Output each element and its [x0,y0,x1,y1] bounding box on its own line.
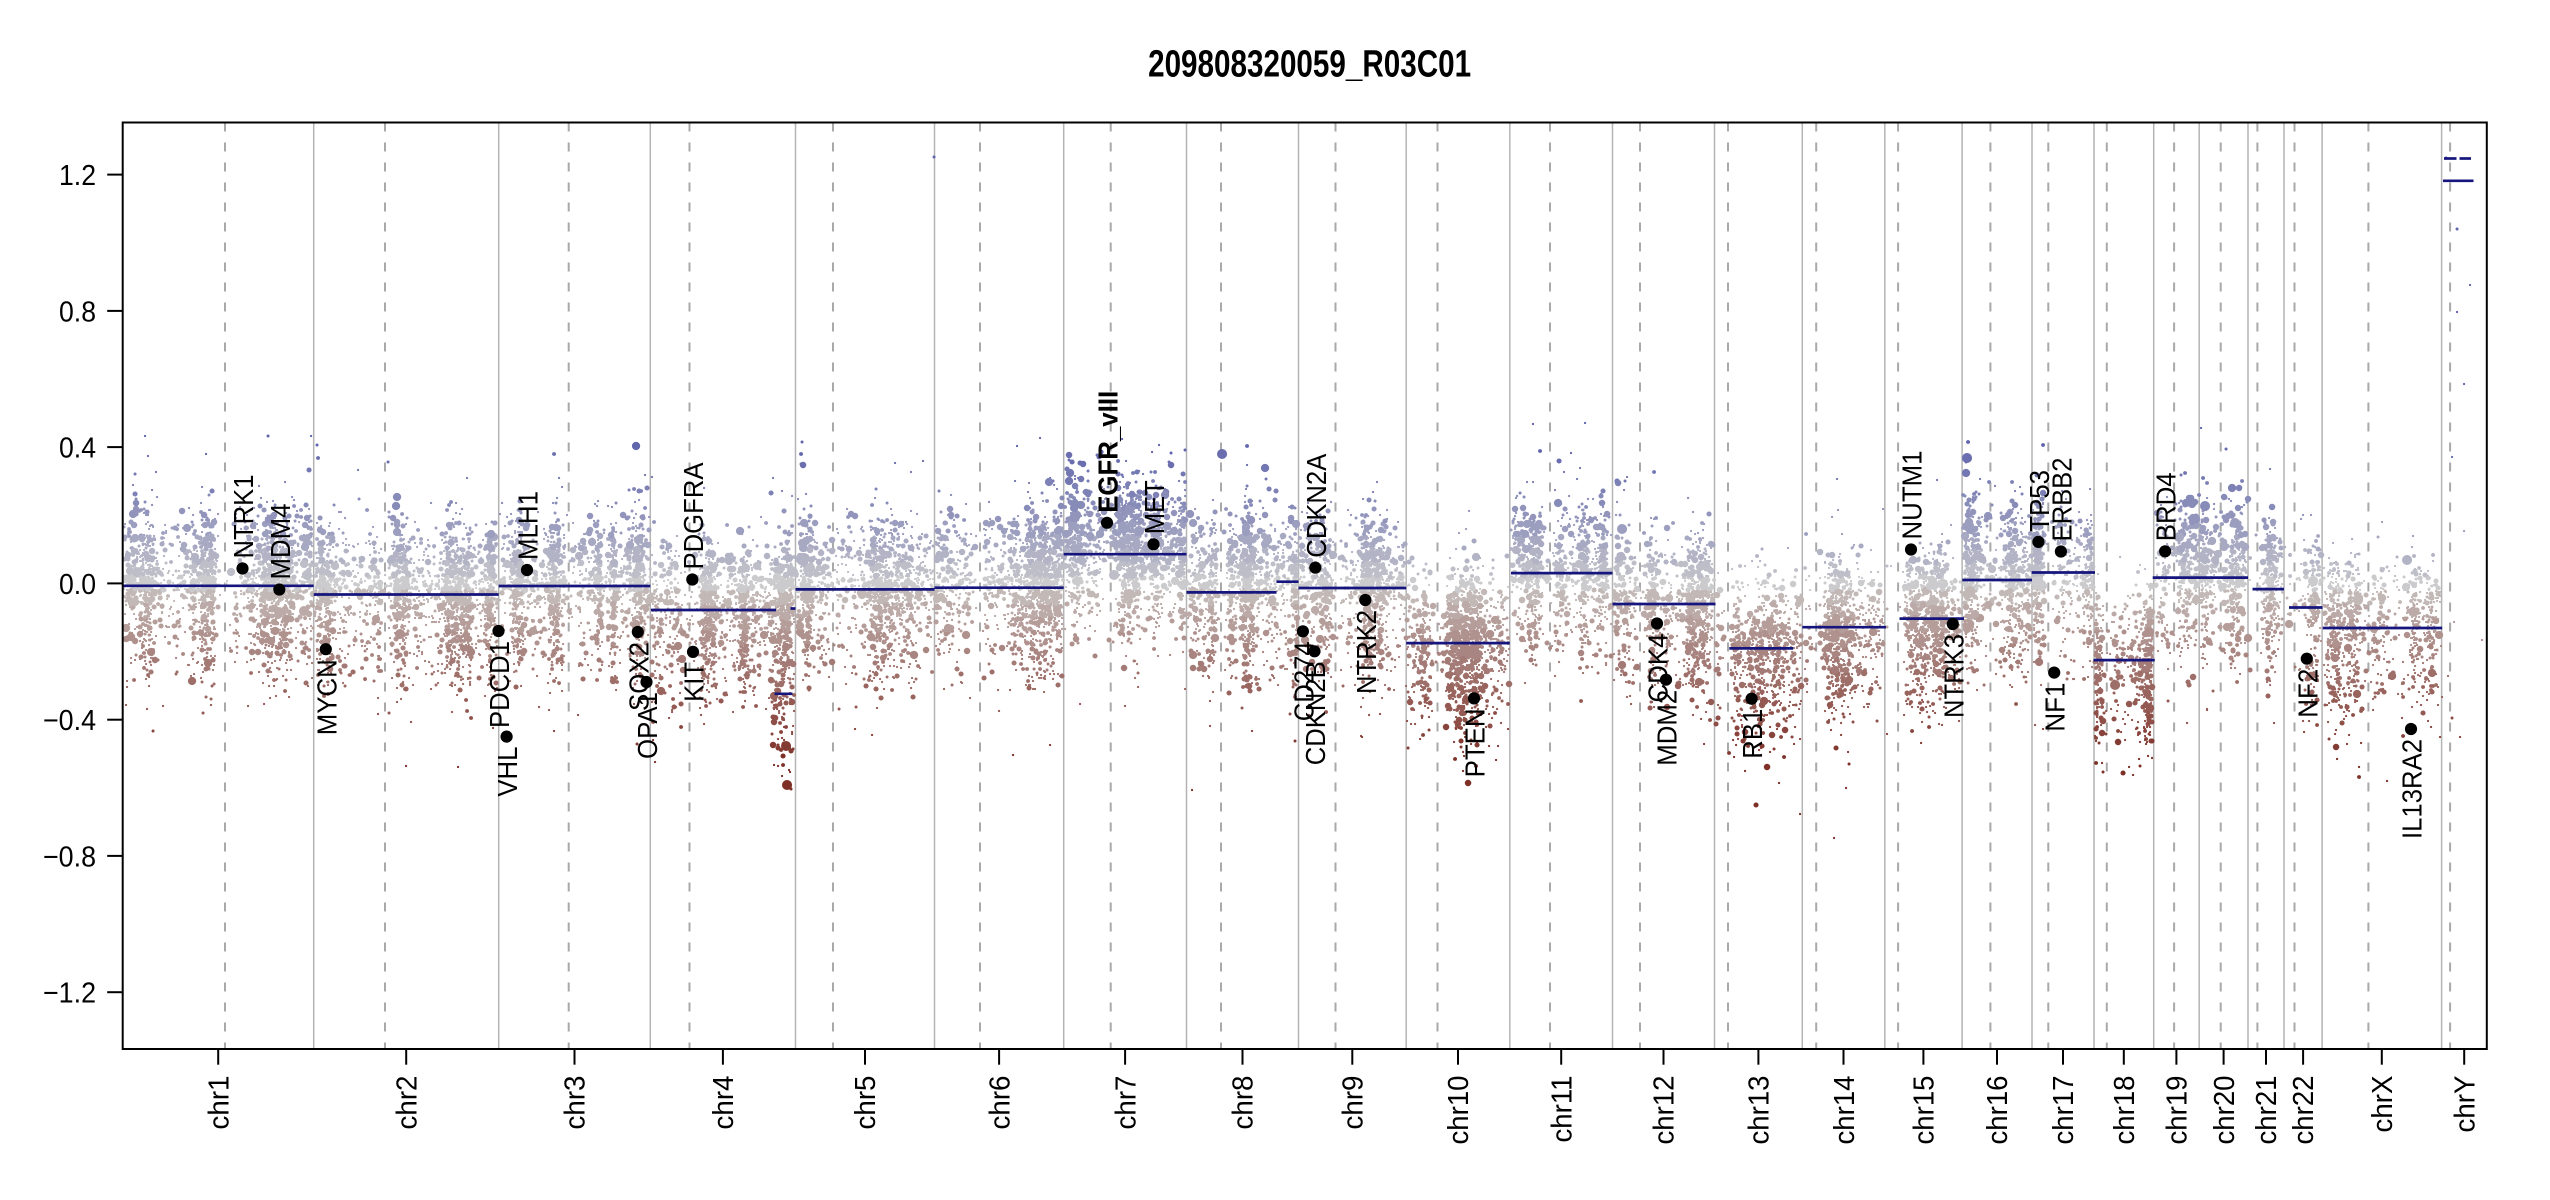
svg-text:CDK4: CDK4 [1643,634,1674,703]
svg-text:chr13: chr13 [1744,1076,1776,1145]
svg-text:1.2: 1.2 [59,160,96,192]
svg-text:chrX: chrX [2367,1076,2399,1133]
svg-text:chr17: chr17 [2048,1076,2080,1145]
svg-text:MDM2: MDM2 [1652,690,1683,766]
svg-text:chr4: chr4 [708,1076,740,1130]
svg-text:RB1: RB1 [1737,709,1768,759]
svg-text:EGFR_vIII: EGFR_vIII [1093,391,1124,513]
svg-text:SOX2: SOX2 [623,642,654,711]
svg-text:chr15: chr15 [1909,1076,1941,1145]
svg-text:MLH1: MLH1 [513,491,544,560]
svg-text:chr3: chr3 [560,1076,592,1130]
svg-text:chr14: chr14 [1829,1076,1861,1145]
svg-text:chr10: chr10 [1443,1076,1475,1145]
svg-text:chr6: chr6 [984,1076,1016,1130]
svg-text:PTEN: PTEN [1460,708,1491,777]
svg-text:0.4: 0.4 [59,433,96,465]
svg-text:0.8: 0.8 [59,296,96,328]
svg-text:−0.8: −0.8 [43,841,96,873]
svg-text:MYCN: MYCN [311,659,342,735]
svg-text:OPA1: OPA1 [632,692,663,759]
svg-text:chr20: chr20 [2209,1076,2241,1145]
svg-text:−1.2: −1.2 [43,978,96,1010]
svg-text:209808320059_R03C01: 209808320059_R03C01 [1148,44,1471,86]
svg-text:TP53: TP53 [2024,470,2055,532]
svg-text:NTRK1: NTRK1 [228,475,259,559]
svg-text:NTRK2: NTRK2 [1351,610,1382,694]
svg-text:CD274: CD274 [1288,641,1319,721]
svg-text:MET: MET [1139,480,1170,534]
svg-text:chr11: chr11 [1546,1076,1578,1143]
svg-text:NUTM1: NUTM1 [1897,451,1928,540]
svg-text:IL13RA2: IL13RA2 [2397,739,2428,839]
svg-text:chr5: chr5 [850,1076,882,1130]
svg-text:chr1: chr1 [203,1076,235,1130]
svg-text:BRD4: BRD4 [2151,472,2182,541]
svg-text:chr9: chr9 [1338,1076,1370,1130]
svg-text:chr18: chr18 [2109,1076,2141,1145]
svg-text:chr21: chr21 [2251,1076,2283,1145]
svg-text:chr2: chr2 [391,1076,423,1130]
svg-text:−0.4: −0.4 [43,705,96,737]
svg-text:chr22: chr22 [2288,1076,2320,1145]
svg-text:NTRK3: NTRK3 [1938,634,1969,718]
svg-text:CDKN2A: CDKN2A [1301,453,1332,557]
svg-text:NF1: NF1 [2040,683,2071,732]
svg-text:NF2: NF2 [2292,669,2323,718]
svg-text:VHL: VHL [492,747,523,797]
svg-text:ERBB2: ERBB2 [2046,458,2077,542]
svg-text:chr12: chr12 [1649,1076,1681,1145]
svg-text:chr19: chr19 [2162,1076,2194,1145]
svg-text:PDCD1: PDCD1 [484,641,515,728]
svg-text:chr16: chr16 [1982,1076,2014,1145]
svg-text:CDKN2B: CDKN2B [1300,661,1331,765]
svg-text:chrY: chrY [2449,1076,2481,1133]
svg-text:chr7: chr7 [1110,1076,1142,1130]
svg-text:PDGFRA: PDGFRA [678,462,709,569]
svg-text:MDM4: MDM4 [265,504,296,580]
svg-text:0.0: 0.0 [59,569,96,601]
svg-text:chr8: chr8 [1228,1076,1260,1130]
svg-text:KIT: KIT [679,662,710,702]
